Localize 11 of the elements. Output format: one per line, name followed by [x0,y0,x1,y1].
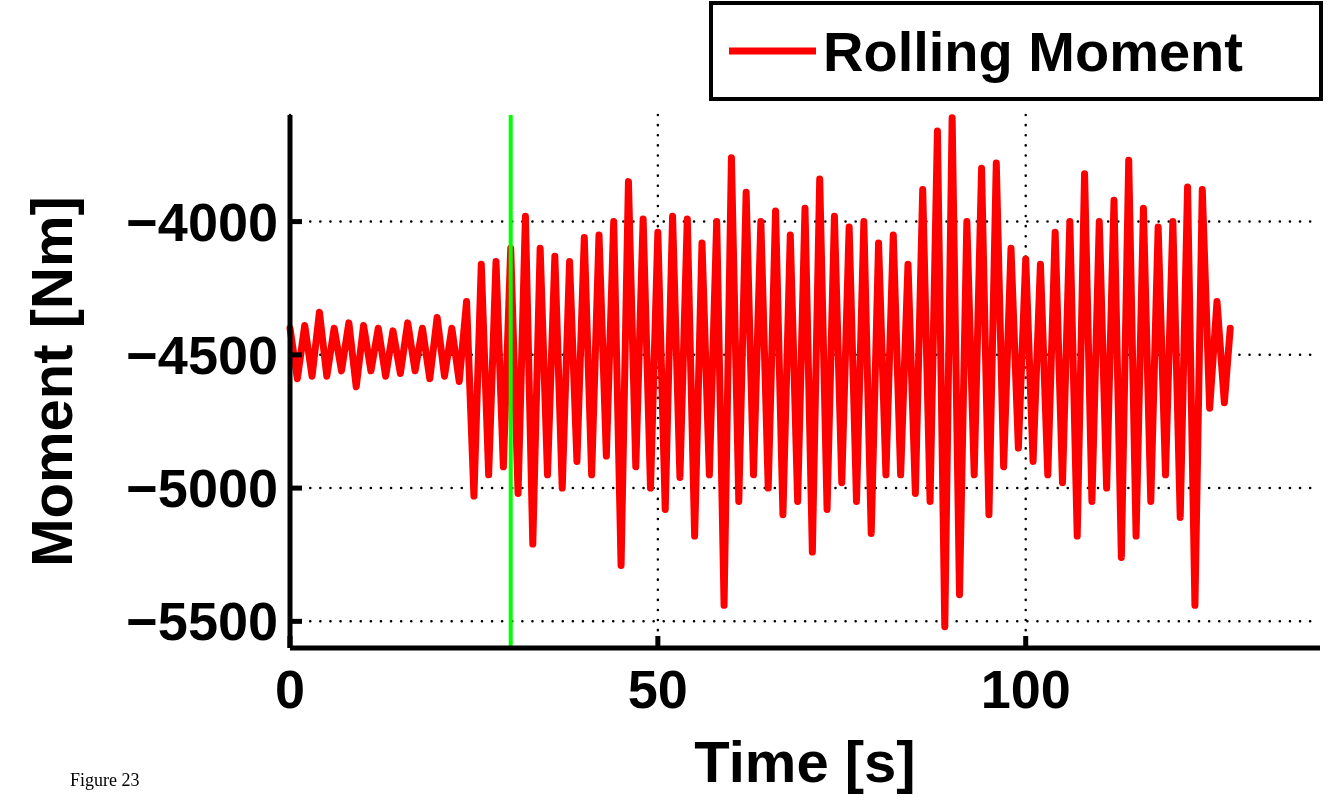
x-tick-label: 50 [627,659,688,719]
caption: Figure 23 [70,770,140,790]
x-tick-label: 0 [274,659,306,719]
x-axis-title: Time [s] [694,729,916,794]
y-tick-label: −4500 [126,324,278,385]
x-tick-label: 100 [980,659,1071,719]
y-tick-label: −5500 [126,591,278,652]
y-tick-label: −4000 [126,191,278,252]
y-axis-title: Moment [Nm] [19,196,84,567]
y-tick-label: −5000 [126,458,278,518]
legend-label: Rolling Moment [823,20,1243,84]
